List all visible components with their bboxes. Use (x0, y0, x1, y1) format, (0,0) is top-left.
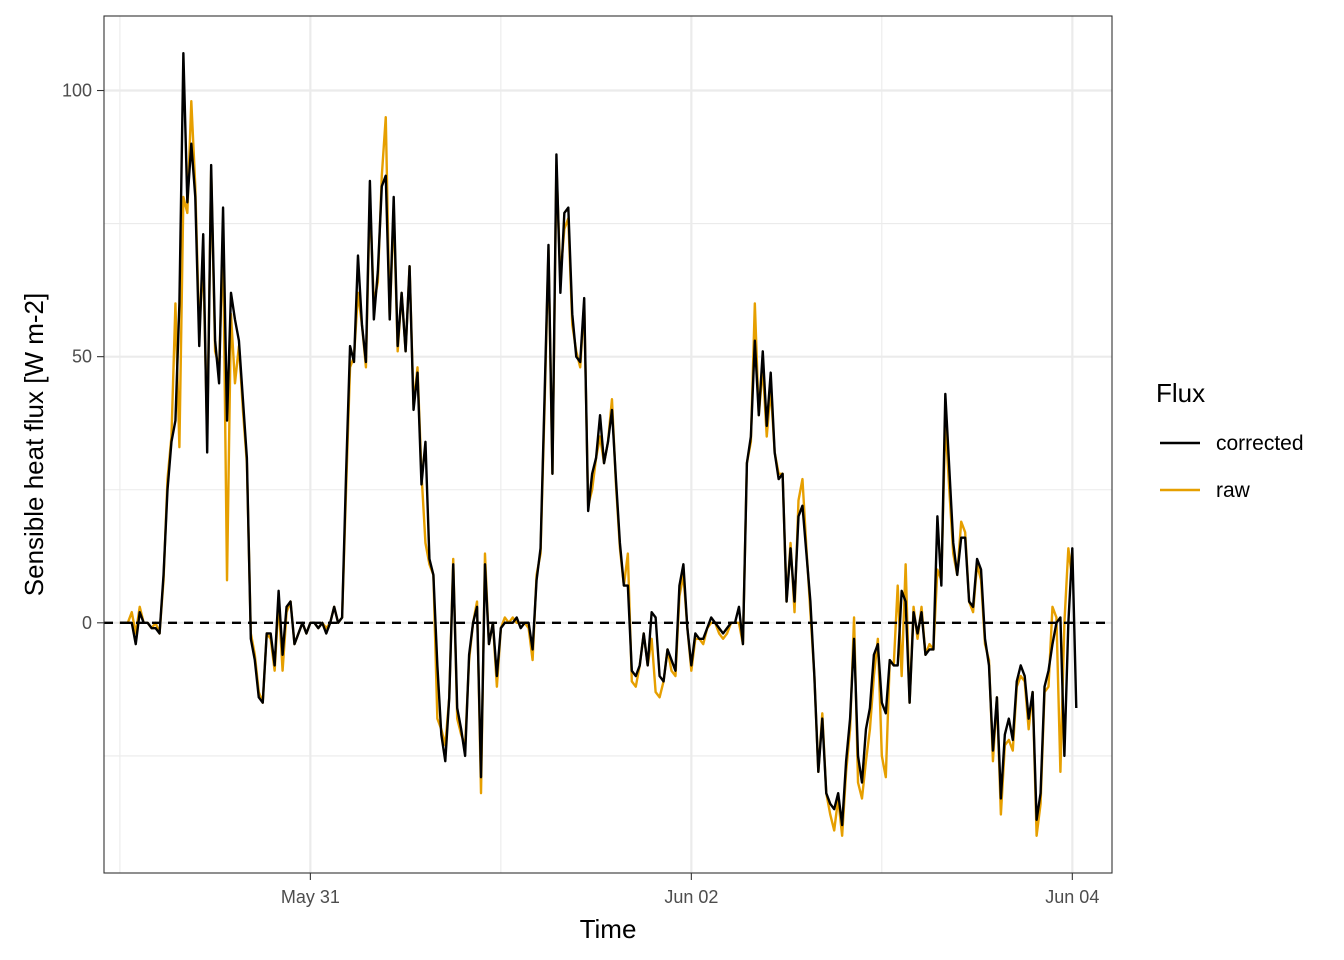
series-line-corrected (119, 52, 1078, 827)
x-axis-ticks: May 31 Jun 02 Jun 04 (281, 873, 1099, 907)
legend-title: Flux (1156, 378, 1205, 408)
legend-label-corrected: corrected (1216, 432, 1304, 455)
legend-item-raw: raw (1160, 479, 1251, 502)
x-tick-label: May 31 (281, 887, 340, 907)
legend: Flux corrected raw (1156, 378, 1304, 502)
y-tick-label: 0 (82, 613, 92, 633)
y-tick-label: 100 (62, 81, 92, 101)
legend-label-raw: raw (1216, 479, 1251, 502)
y-tick-label: 50 (72, 347, 92, 367)
x-tick-label: Jun 04 (1045, 887, 1099, 907)
legend-item-corrected: corrected (1160, 432, 1304, 455)
x-axis-title: Time (580, 914, 637, 944)
legend-items: corrected raw (1160, 432, 1304, 502)
x-tick-label: Jun 02 (664, 887, 718, 907)
panel-border (103, 15, 1113, 874)
minor-gridlines (104, 16, 1112, 873)
y-axis-ticks: 0 50 100 (62, 81, 104, 633)
series-layer (119, 52, 1078, 837)
y-axis-title: Sensible heat flux [W m-2] (19, 293, 49, 596)
